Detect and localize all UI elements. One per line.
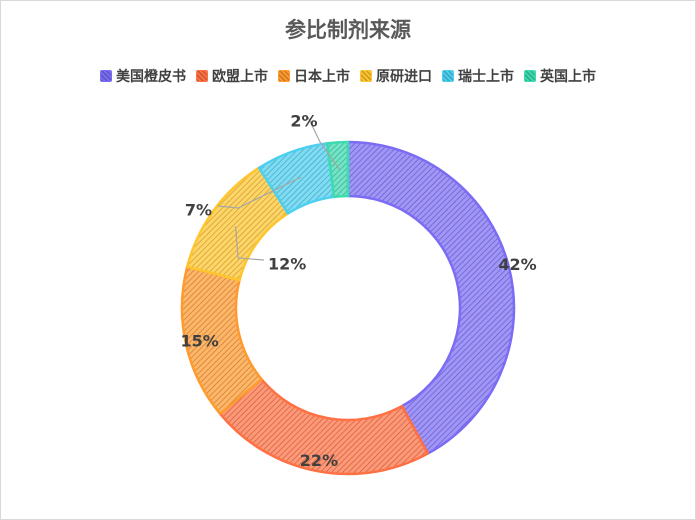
data-label: 15% bbox=[181, 332, 219, 351]
legend-label: 美国橙皮书 bbox=[116, 69, 186, 85]
legend-item[interactable]: 日本上市 bbox=[278, 66, 350, 86]
legend-label: 原研进口 bbox=[376, 69, 432, 85]
data-label: 12% bbox=[268, 255, 306, 274]
legend-item[interactable]: 瑞士上市 bbox=[442, 66, 514, 86]
legend-item[interactable]: 原研进口 bbox=[360, 66, 432, 86]
legend-label: 瑞士上市 bbox=[458, 69, 514, 85]
donut-slice[interactable] bbox=[325, 140, 350, 199]
leader-line bbox=[217, 176, 302, 209]
legend-swatch bbox=[524, 70, 536, 82]
data-label: 22% bbox=[300, 451, 338, 470]
data-labels: 42% 22% 15% 12% 7% 2% bbox=[181, 112, 537, 470]
legend-label: 日本上市 bbox=[294, 69, 350, 85]
legend-label: 英国上市 bbox=[540, 69, 596, 85]
legend-swatch bbox=[442, 70, 454, 82]
legend-swatch bbox=[100, 70, 112, 82]
legend-swatch bbox=[278, 70, 290, 82]
data-label: 42% bbox=[498, 255, 536, 274]
data-label: 7% bbox=[185, 201, 212, 220]
legend-swatch bbox=[360, 70, 372, 82]
legend-label: 欧盟上市 bbox=[212, 69, 268, 85]
leader-line bbox=[234, 226, 265, 261]
legend-swatch bbox=[196, 70, 208, 82]
leader-line bbox=[307, 116, 340, 170]
chart-legend: 美国橙皮书 欧盟上市 日本上市 原研进口 瑞士上市 英国上市 bbox=[0, 66, 696, 86]
donut-slices bbox=[180, 140, 516, 476]
leader-lines bbox=[217, 116, 340, 261]
data-label: 2% bbox=[290, 112, 317, 131]
legend-item[interactable]: 欧盟上市 bbox=[196, 66, 268, 86]
chart-title: 参比制剂来源 bbox=[285, 18, 411, 42]
donut-slice[interactable] bbox=[346, 140, 516, 455]
legend-item[interactable]: 美国橙皮书 bbox=[100, 66, 186, 86]
legend-item[interactable]: 英国上市 bbox=[524, 66, 596, 86]
